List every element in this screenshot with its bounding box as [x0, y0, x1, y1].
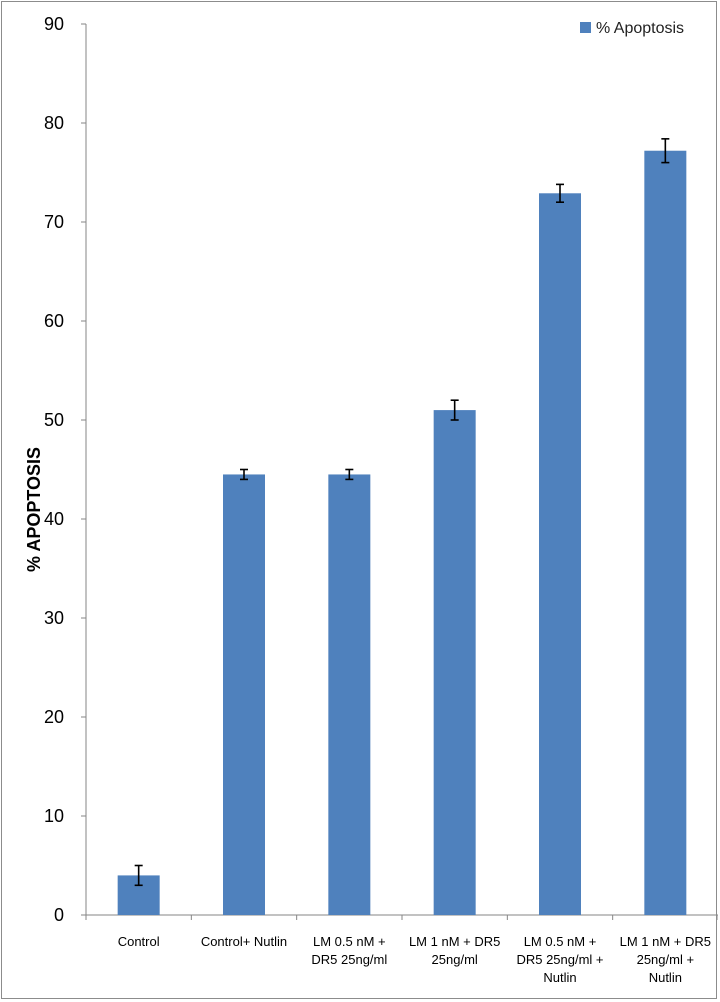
category-label: Control	[118, 934, 160, 949]
category-label: LM 1 nM + DR5 25ng/ml	[409, 934, 500, 967]
y-axis-title: % APOPTOSIS	[24, 447, 44, 572]
legend: % Apoptosis	[580, 20, 684, 37]
bar	[644, 150, 687, 916]
axes	[85, 24, 718, 916]
bar	[223, 474, 265, 915]
y-tick-label: 60	[44, 311, 64, 331]
y-tick-label: 80	[44, 113, 64, 133]
x-ticks	[85, 915, 718, 920]
category-label: LM 0.5 nM + DR5 25ng/ml	[311, 934, 387, 967]
error-bar	[134, 864, 143, 887]
y-tick-label: 70	[44, 212, 64, 232]
error-bar	[556, 183, 564, 203]
bar	[328, 474, 371, 915]
bar	[539, 193, 581, 916]
error-bar	[661, 138, 670, 164]
y-tick-label: 30	[44, 608, 64, 628]
error-bar	[450, 399, 459, 421]
y-tick-label: 90	[44, 14, 64, 34]
bar	[433, 410, 476, 915]
y-tick-label: 10	[44, 806, 64, 826]
category-label: Control+ Nutlin	[201, 934, 287, 949]
category-label: LM 0.5 nM + DR5 25ng/ml + Nutlin	[516, 934, 603, 985]
error-bars	[134, 138, 670, 887]
category-label: LM 1 nM + DR5 25ng/ml + Nutlin	[620, 934, 711, 985]
error-bar	[345, 468, 354, 481]
y-ticks: 0 10 20 30 40 50 60 70 80 90	[44, 14, 86, 925]
error-bar	[240, 468, 248, 481]
y-tick-label: 50	[44, 410, 64, 430]
bars	[117, 150, 687, 916]
category-labels: Control Control+ Nutlin LM 0.5 nM + DR5 25n…	[118, 934, 711, 985]
legend-swatch	[580, 22, 591, 33]
y-tick-label: 0	[54, 905, 64, 925]
legend-label: % Apoptosis	[596, 20, 684, 37]
y-tick-label: 40	[44, 509, 64, 529]
y-tick-label: 20	[44, 707, 64, 727]
